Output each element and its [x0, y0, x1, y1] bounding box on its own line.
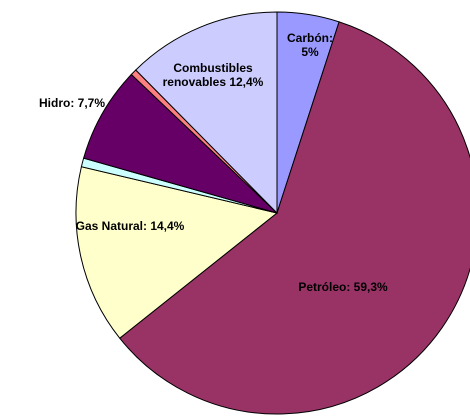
pie-slice	[135, 11, 278, 215]
pie-slice	[75, 166, 279, 339]
slice-label: Hidro: 7,7%	[38, 96, 105, 110]
pie-slice	[119, 21, 470, 415]
slice-label: Gas Natural: 14,4%	[75, 219, 185, 233]
slice-label: Petróleo: 59,3%	[298, 280, 388, 294]
slice-label: Combustibles renovables 12,4%	[162, 61, 264, 89]
pie-slice	[83, 73, 278, 214]
slice-label: Carbón: 5%	[287, 31, 333, 59]
